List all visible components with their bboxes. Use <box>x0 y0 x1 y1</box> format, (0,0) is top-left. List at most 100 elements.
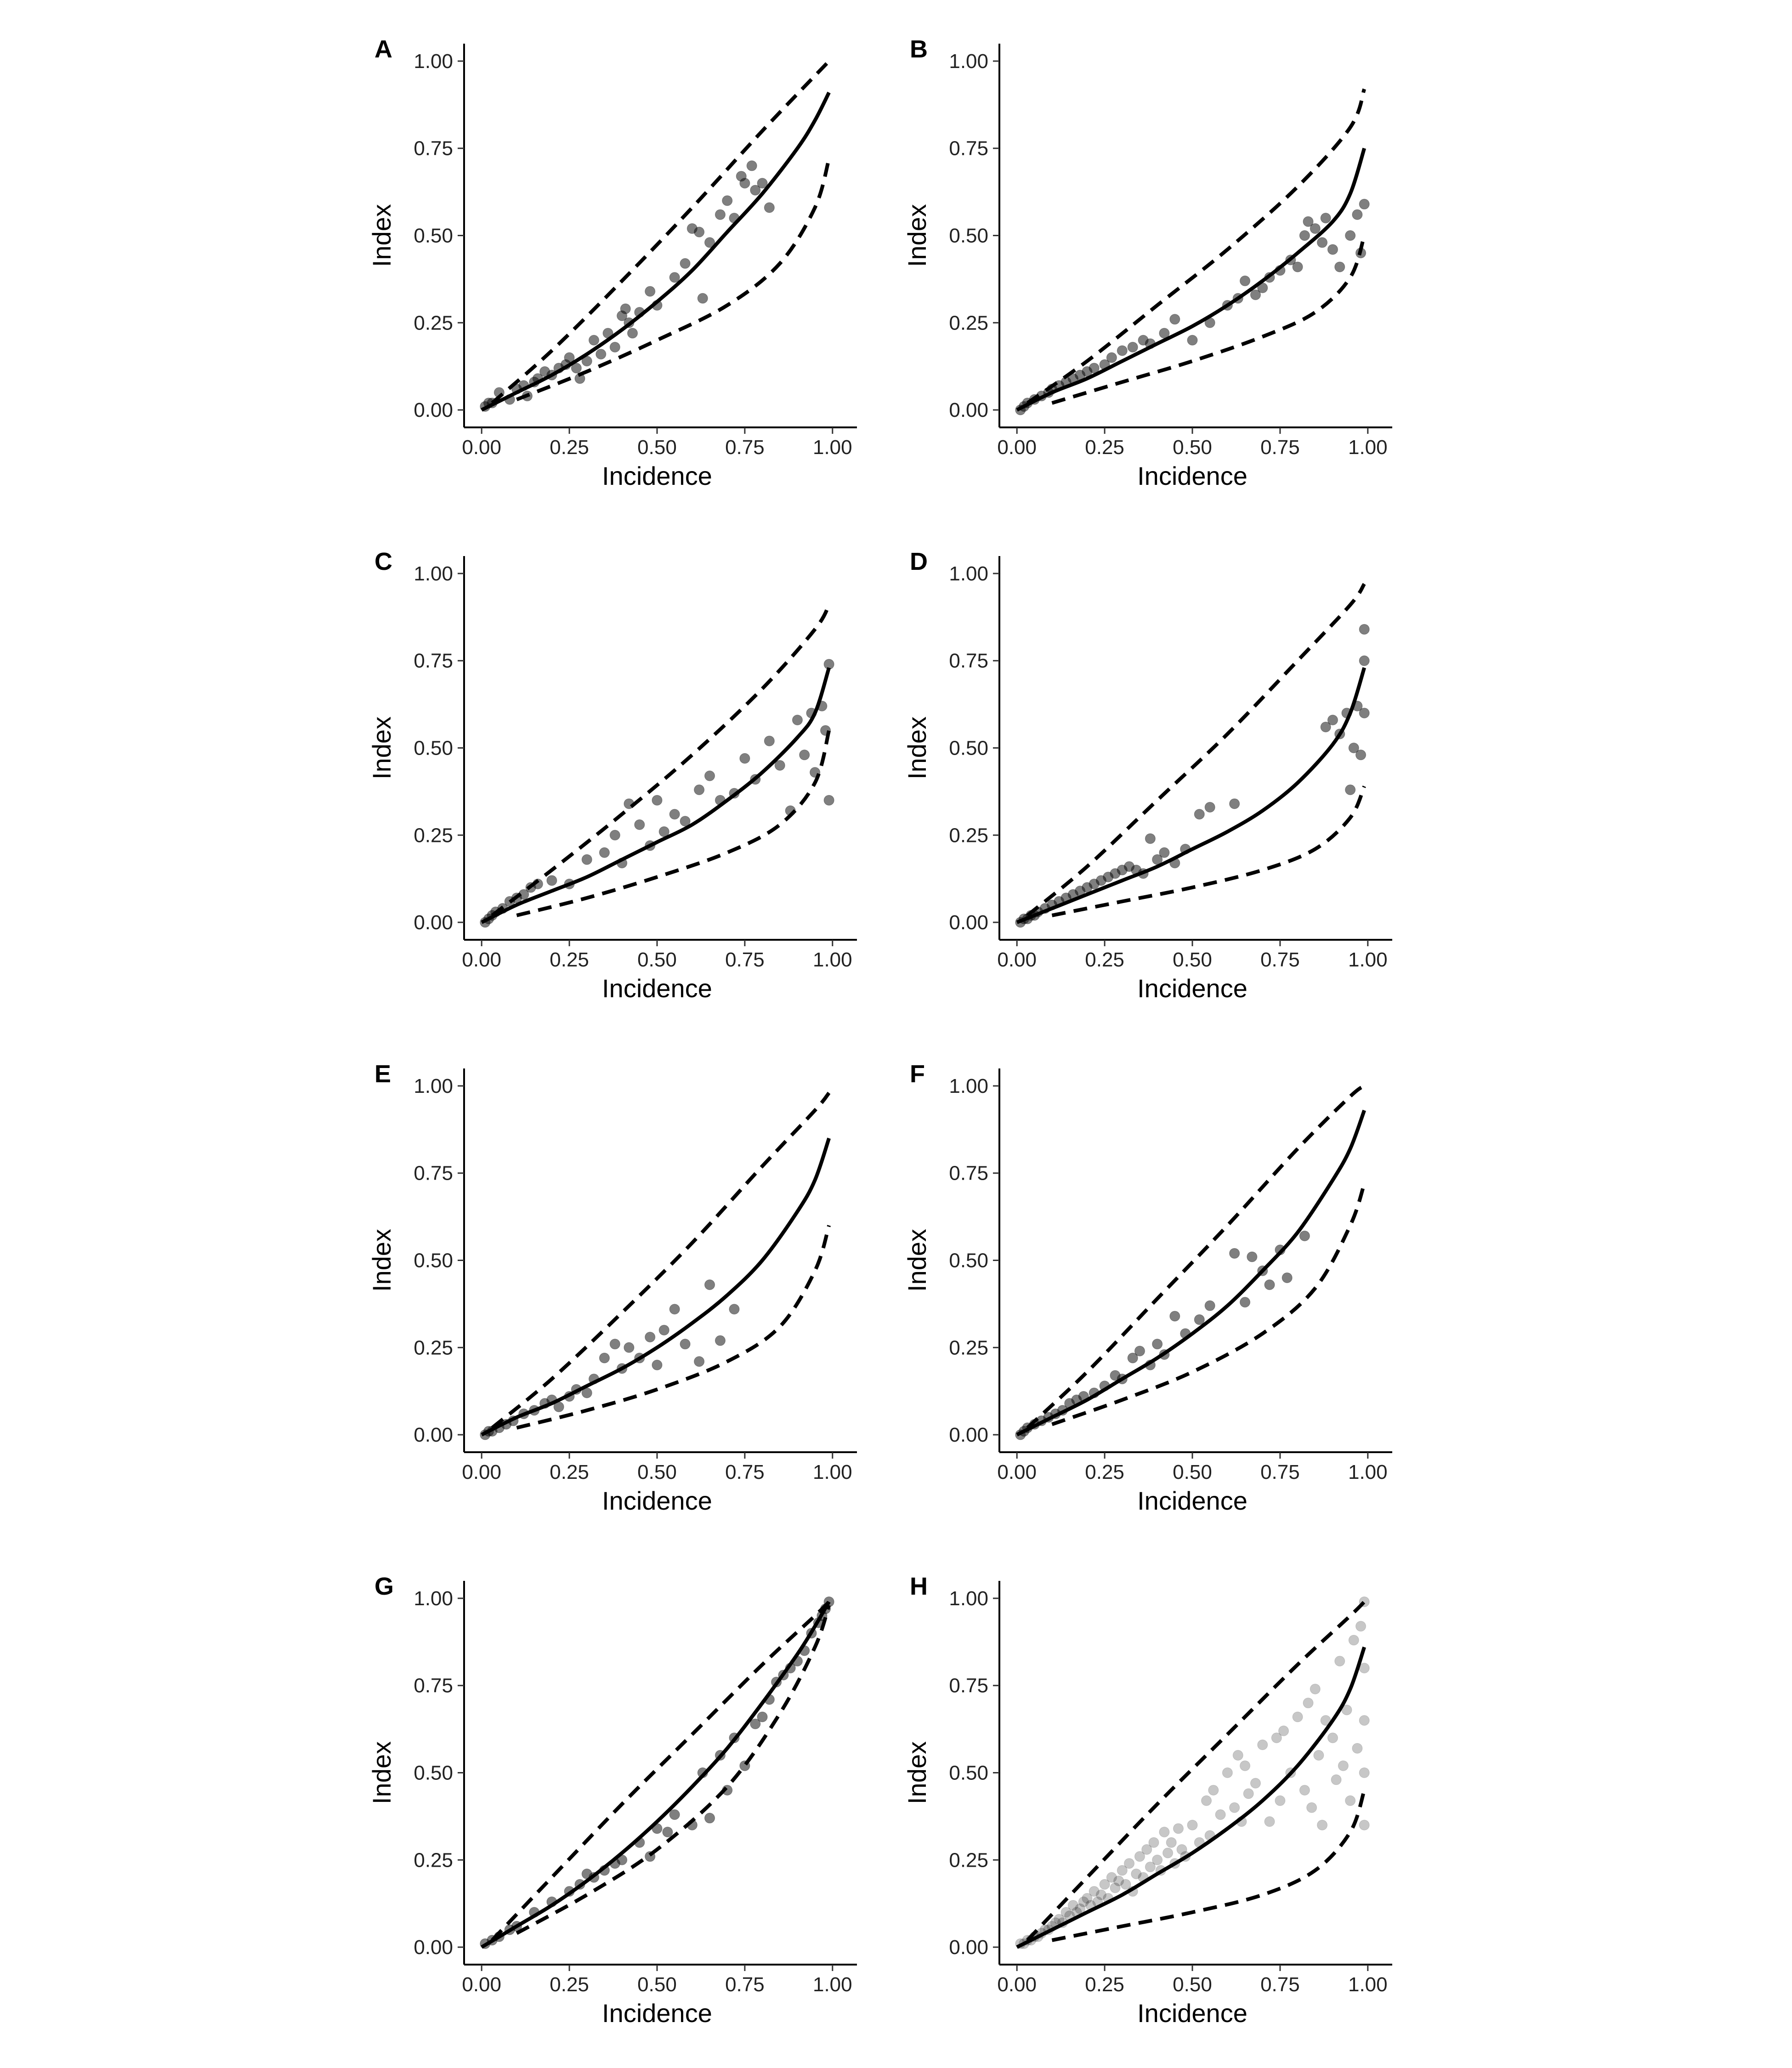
x-tick-label: 1.00 <box>813 1461 852 1483</box>
data-point <box>1229 1802 1240 1813</box>
x-tick-label: 0.75 <box>725 1461 765 1483</box>
panel-label: E <box>374 1060 391 1088</box>
y-tick-label: 0.25 <box>949 312 988 334</box>
y-tick-label: 0.50 <box>414 737 453 760</box>
x-tick-label: 0.00 <box>997 436 1037 459</box>
data-point <box>662 1827 673 1838</box>
x-tick-label: 0.50 <box>637 1461 677 1483</box>
y-tick-label: 0.00 <box>949 399 988 421</box>
x-axis-title: Incidence <box>602 461 712 490</box>
y-axis-title: Index <box>902 204 931 267</box>
data-point <box>609 341 620 352</box>
data-point <box>571 363 582 374</box>
chart-panel-a: 0.00 0.00 0.25 0.25 0.50 0.50 0.75 0.75 1.00 1.00… <box>367 35 857 490</box>
lower-bound-line <box>1051 785 1366 917</box>
data-point <box>1345 1795 1356 1806</box>
data-point <box>739 753 750 764</box>
data-point <box>1331 1774 1342 1785</box>
data-point <box>669 809 680 820</box>
x-tick-label: 1.00 <box>813 436 852 459</box>
y-tick-label: 0.25 <box>414 824 453 847</box>
y-tick-label: 1.00 <box>414 1587 453 1610</box>
data-point <box>620 303 631 314</box>
x-tick-label: 0.75 <box>725 1973 765 1996</box>
x-axis-title: Incidence <box>602 1486 712 1515</box>
data-point <box>1141 1844 1152 1855</box>
chart-panel-b: 0.00 0.00 0.25 0.25 0.50 0.50 0.75 0.75 1.00 1.00… <box>902 35 1392 490</box>
lower-bound-line <box>516 158 831 402</box>
x-tick-label: 0.00 <box>462 1973 501 1996</box>
data-point <box>1113 1875 1124 1886</box>
data-point <box>1232 1750 1243 1761</box>
data-point <box>1067 1900 1078 1911</box>
data-point <box>1106 352 1117 363</box>
data-point <box>1338 1760 1349 1771</box>
data-point <box>1120 1879 1131 1890</box>
x-tick-label: 0.75 <box>725 436 765 459</box>
data-point <box>581 854 592 865</box>
data-point <box>1303 216 1314 227</box>
data-point <box>1334 1656 1345 1667</box>
lower-bound-line <box>516 730 831 917</box>
x-tick-label: 0.50 <box>1173 1973 1212 1996</box>
y-tick-label: 0.50 <box>949 1762 988 1784</box>
y-tick-label: 0.00 <box>949 1936 988 1959</box>
y-tick-label: 0.25 <box>949 1849 988 1871</box>
data-point <box>1187 1819 1198 1830</box>
data-point <box>729 1304 740 1315</box>
data-point <box>634 819 645 830</box>
data-point <box>627 328 638 339</box>
chart-panel-c: 0.00 0.00 0.25 0.25 0.50 0.50 0.75 0.75 1.00 1.00… <box>367 548 857 1003</box>
y-tick-label: 0.25 <box>414 1336 453 1359</box>
data-point <box>1313 1750 1324 1761</box>
y-axis-title: Index <box>902 716 931 779</box>
y-tick-label: 0.00 <box>414 911 453 934</box>
data-point <box>1359 624 1370 635</box>
data-point <box>652 795 663 806</box>
data-point <box>1359 1715 1370 1726</box>
data-point <box>658 826 669 837</box>
data-point <box>1299 1784 1310 1795</box>
y-tick-label: 0.00 <box>414 399 453 421</box>
x-tick-label: 0.00 <box>462 436 501 459</box>
data-point <box>1204 802 1215 813</box>
x-tick-label: 0.50 <box>637 1973 677 1996</box>
data-point <box>1229 1248 1240 1259</box>
x-tick-label: 0.75 <box>1260 949 1300 971</box>
data-point <box>1275 1795 1286 1806</box>
data-point <box>1240 1760 1251 1771</box>
data-point <box>715 209 726 220</box>
y-tick-label: 1.00 <box>414 1075 453 1097</box>
data-point <box>1152 1854 1163 1865</box>
y-tick-label: 0.00 <box>414 1936 453 1959</box>
data-point <box>1176 1844 1187 1855</box>
y-tick-label: 0.75 <box>414 1675 453 1697</box>
panel-label: D <box>910 548 928 575</box>
data-point <box>1117 1865 1128 1876</box>
x-tick-label: 0.25 <box>1085 436 1124 459</box>
data-point <box>792 715 803 726</box>
data-point <box>1169 314 1180 325</box>
data-point <box>694 227 705 238</box>
data-point <box>1359 655 1370 666</box>
data-point <box>1152 1339 1163 1350</box>
data-point <box>1317 237 1328 248</box>
data-point <box>609 829 620 841</box>
data-point <box>546 875 557 886</box>
x-tick-label: 0.75 <box>1260 1461 1300 1483</box>
data-point <box>1310 1683 1321 1694</box>
data-point <box>1348 1635 1359 1646</box>
upper-bound-line <box>1026 1084 1366 1429</box>
fit-line <box>481 1601 831 1949</box>
data-point <box>589 335 600 346</box>
data-point <box>1352 1743 1363 1754</box>
data-point <box>1127 1352 1138 1364</box>
data-point <box>1124 1858 1135 1869</box>
data-point <box>669 272 680 283</box>
lower-bound-line <box>1051 235 1367 405</box>
data-point <box>1159 847 1170 858</box>
x-tick-label: 0.75 <box>725 949 765 971</box>
y-axis-title: Index <box>367 1229 396 1292</box>
data-point <box>1264 1279 1275 1290</box>
x-tick-label: 1.00 <box>1348 1973 1388 1996</box>
